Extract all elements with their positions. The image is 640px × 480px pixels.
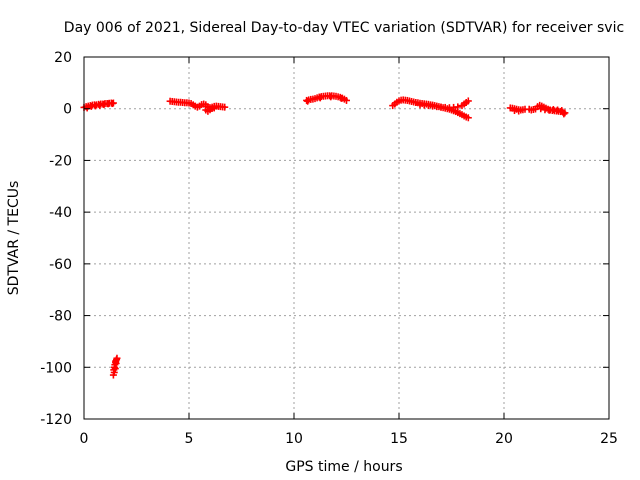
data-point	[83, 104, 91, 112]
x-axis-label: GPS time / hours	[285, 459, 402, 475]
data-point	[111, 365, 119, 373]
x-tick-labels: 0 5 10 15 20 25	[80, 431, 618, 447]
grid-lines	[84, 57, 609, 419]
y-tick-label: -100	[40, 360, 72, 376]
data-point	[464, 97, 472, 105]
data-point	[343, 96, 350, 104]
data-point	[221, 103, 229, 111]
y-tick-label: -80	[49, 309, 72, 325]
y-axis-label: SDTVAR / TECUs	[6, 181, 22, 296]
y-tick-label: 20	[54, 50, 72, 66]
x-tick-label: 10	[285, 431, 303, 447]
plot-frame	[83, 56, 610, 420]
data-point	[112, 359, 120, 367]
y-tick-label: -120	[40, 412, 72, 428]
data-point	[110, 368, 118, 376]
x-tick-label: 25	[600, 431, 618, 447]
data-point	[108, 100, 116, 108]
axis-ticks	[83, 56, 610, 420]
data-point	[113, 354, 121, 362]
data-point	[337, 94, 345, 102]
data-points	[80, 92, 569, 379]
data-point	[304, 97, 312, 105]
data-point	[464, 114, 472, 122]
data-point	[560, 110, 568, 118]
data-point	[327, 93, 335, 101]
data-point	[515, 107, 523, 115]
y-tick-label: -60	[49, 257, 72, 273]
x-tick-label: 0	[80, 431, 89, 447]
x-tick-label: 20	[495, 431, 513, 447]
chart-title: Day 006 of 2021, Sidereal Day-to-day VTE…	[64, 20, 624, 36]
y-tick-labels: 20 0 -20 -40 -60 -80 -100 -120	[40, 50, 72, 428]
data-point	[316, 94, 324, 102]
data-point	[210, 104, 218, 112]
y-tick-label: -40	[49, 205, 72, 221]
y-tick-label: -20	[49, 153, 72, 169]
data-point	[454, 103, 462, 111]
data-point	[537, 105, 545, 113]
y-tick-label: 0	[63, 102, 72, 118]
x-tick-label: 5	[185, 431, 194, 447]
x-tick-label: 15	[390, 431, 408, 447]
